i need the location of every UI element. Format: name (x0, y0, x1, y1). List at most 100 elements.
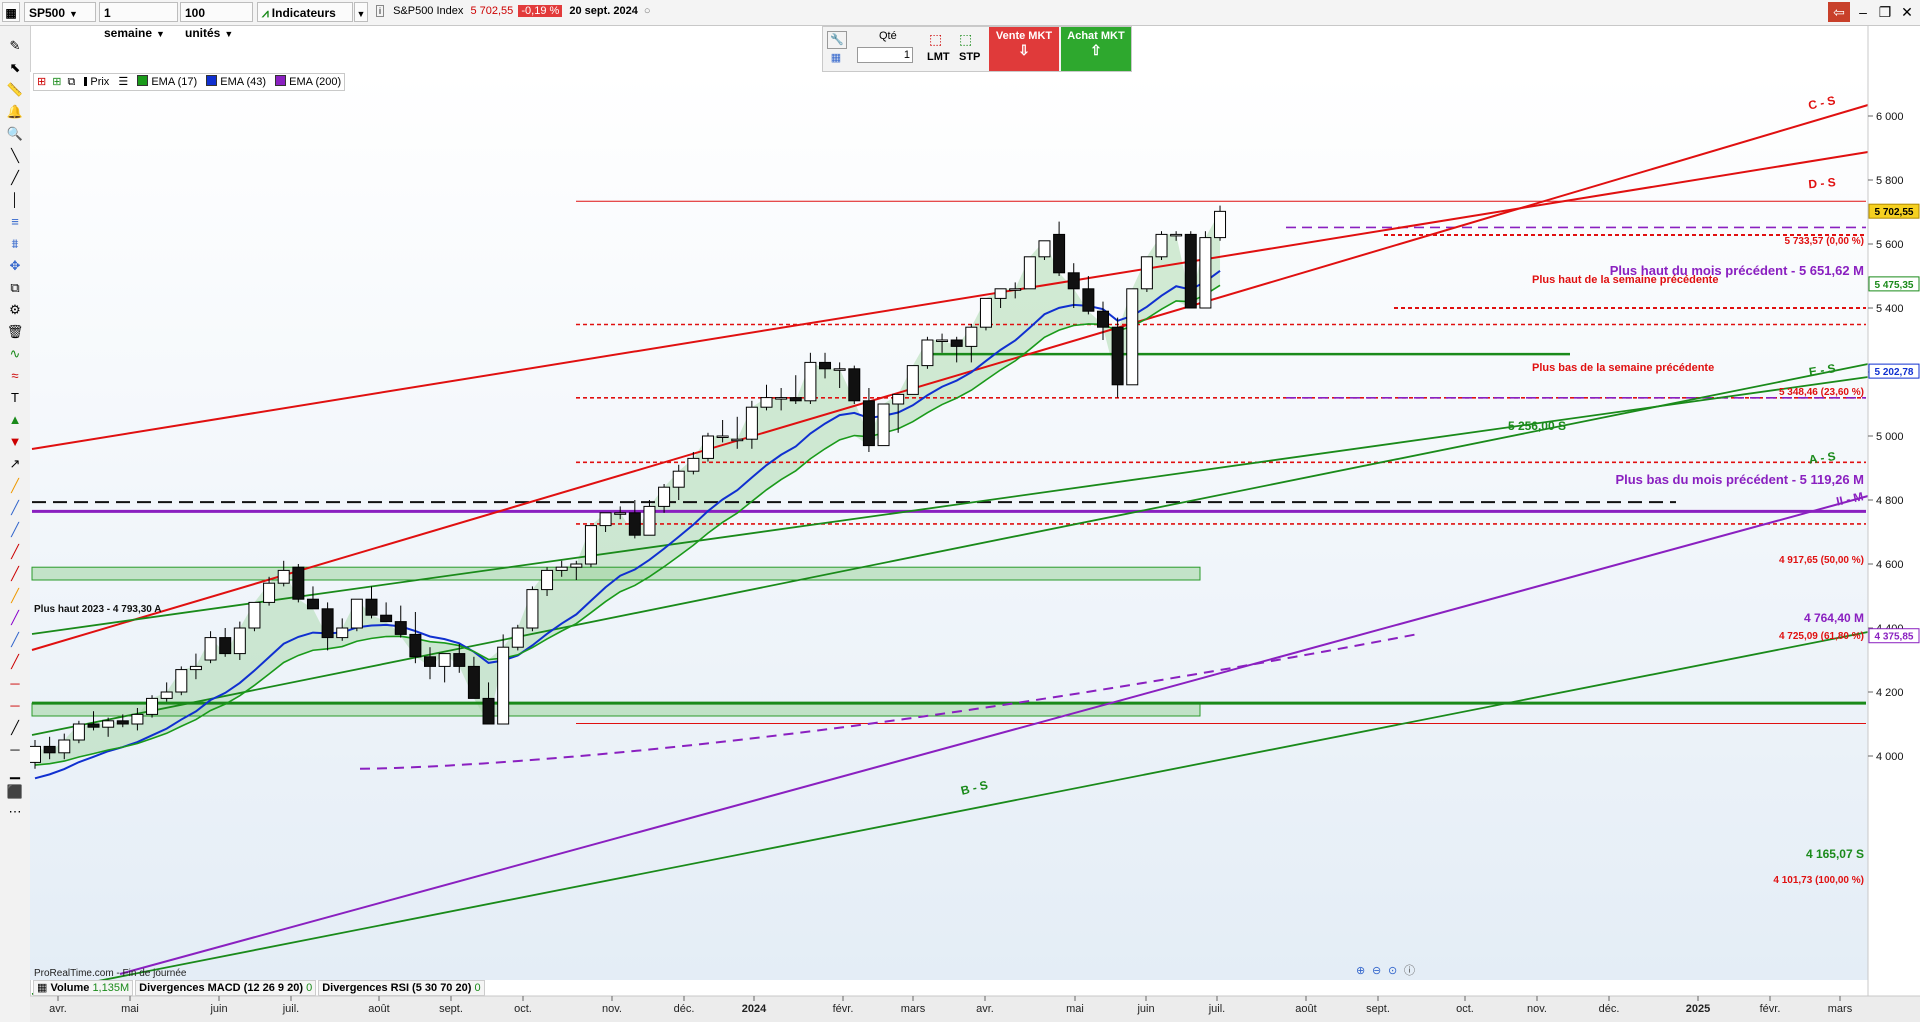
units-value: 100 unités (185, 6, 221, 40)
candle (965, 324, 978, 363)
candle-body (146, 697, 159, 715)
label-a-s: A - S (1808, 449, 1837, 467)
candle-body (497, 646, 510, 725)
candle (628, 500, 641, 539)
order-panel: 🔧 ▦ Qté ⬚ LMT ⬚ STP Vente MKT ⇩ Achat MK… (822, 26, 1132, 72)
fibonacci-icon[interactable]: ≡ (11, 214, 19, 229)
fib-fan-icon[interactable]: ⩩ (11, 236, 19, 251)
zoom-in-icon[interactable]: ⊕ (1356, 965, 1365, 977)
zoom-reset-icon[interactable]: ⊙ (1388, 965, 1397, 977)
indicators-dropdown[interactable]: ▼ (354, 2, 368, 22)
color-line-blue3-icon[interactable]: ╱ (11, 632, 19, 647)
horizontal-line-red-icon[interactable]: ─ (10, 676, 20, 691)
stp-button[interactable]: STP (959, 51, 981, 63)
tag-ema17-text: 5 475,35 (1875, 280, 1914, 291)
arrow-tool-icon[interactable]: ↗ (9, 456, 21, 471)
candle (760, 384, 773, 411)
trash-icon[interactable]: 🗑 (6, 324, 24, 339)
candle-body (716, 435, 729, 438)
indicators-button[interactable]: ⩘ Indicateurs (257, 2, 353, 22)
y-tick-label: 5 400 (1876, 303, 1904, 315)
legend-ema43[interactable]: EMA (43) (203, 74, 269, 90)
minimize-icon[interactable]: – (1859, 4, 1867, 20)
more-icon[interactable]: ⋯ (8, 804, 22, 819)
volume-indicator[interactable]: ▦ Volume 1,135M (33, 980, 134, 996)
macd-indicator[interactable]: Divergences MACD (12 26 9 20) 0 (135, 980, 317, 996)
macd-label: Divergences MACD (12 26 9 20) (139, 982, 303, 994)
candle-body (1126, 288, 1139, 386)
limit-order-icon[interactable]: ⬚ (929, 31, 943, 47)
color-line-orange2-icon[interactable]: ╱ (11, 588, 19, 603)
vertical-line-icon[interactable]: │ (10, 192, 20, 207)
settings-icon[interactable]: ⚙ (9, 302, 21, 317)
color-line-blue2-icon[interactable]: ╱ (11, 522, 19, 537)
chevron-down-icon: ▼ (224, 29, 234, 39)
lmt-button[interactable]: LMT (927, 51, 950, 63)
price-chart[interactable]: C - S D - S 5 733,57 (0,00 %) Plus haut du … (30, 26, 1920, 1022)
stop-order-icon[interactable]: ⬚ (959, 31, 973, 47)
color-line-red3-icon[interactable]: ╱ (11, 654, 19, 669)
y-tick-label: 4 000 (1876, 751, 1904, 763)
wave-tool-icon[interactable]: ≈ (11, 368, 19, 383)
trendline-icon[interactable]: ╱ (11, 170, 19, 185)
x-axis-panel (30, 996, 1920, 1022)
arrow-down-icon[interactable]: ▼ (8, 434, 22, 449)
candle-body (789, 397, 802, 402)
cursor-icon[interactable]: ⬉ (9, 60, 21, 75)
label-c-s: C - S (1807, 93, 1837, 112)
color-line-red2-icon[interactable]: ╱ (11, 566, 19, 581)
horizontal-line-red2-icon[interactable]: ─ (10, 698, 20, 713)
restore-icon[interactable]: ❐ (1878, 4, 1892, 20)
qty-input[interactable] (857, 47, 913, 63)
buy-market-button[interactable]: Achat MKT ⇧ (1061, 27, 1131, 71)
grid-icon[interactable]: ▦ (2, 2, 20, 22)
underline-icon[interactable]: ▁ (10, 764, 20, 779)
sell-market-button[interactable]: Vente MKT ⇩ (989, 27, 1059, 71)
screenshot-icon[interactable]: ⬛ (6, 784, 24, 799)
add-plus-green-icon[interactable]: ⊞ (52, 76, 62, 88)
label-fib-0: 5 733,57 (0,00 %) (1785, 236, 1865, 247)
color-line-blue-icon[interactable]: ╱ (11, 500, 19, 515)
candle (497, 634, 510, 725)
units-select[interactable]: 100 unités ▼ (180, 2, 253, 40)
legend-price[interactable]: Prix (81, 74, 112, 90)
rsi-indicator[interactable]: Divergences RSI (5 30 70 20) 0 (318, 980, 485, 996)
trendline-ii-m (119, 495, 1869, 975)
legend-ema17[interactable]: EMA (17) (134, 74, 200, 90)
color-line-red-icon[interactable]: ╱ (11, 544, 19, 559)
pencil-icon[interactable]: ✎ (9, 38, 21, 53)
zoom-out-icon[interactable]: ⊖ (1372, 965, 1381, 977)
wrench-icon[interactable]: 🔧 (827, 31, 847, 49)
candle (438, 653, 451, 683)
candle-body (189, 665, 202, 671)
horizontal-line-icon[interactable]: ─ (10, 742, 20, 757)
candle (1184, 231, 1197, 309)
add-plus-icon[interactable]: ⊞ (37, 76, 47, 88)
legend-ema200[interactable]: EMA (200) (272, 74, 344, 90)
close-icon[interactable]: ✕ (1901, 4, 1913, 20)
copy-icon[interactable]: ⧉ (10, 280, 20, 295)
color-line-orange-icon[interactable]: ╱ (11, 478, 19, 493)
candle-body (1038, 240, 1051, 258)
move-icon[interactable]: ✥ (9, 258, 21, 273)
arrow-up-icon[interactable]: ▲ (8, 412, 22, 427)
chart-info-icon[interactable]: ⓘ (1404, 964, 1415, 977)
period-select[interactable]: 1 semaine ▼ (99, 2, 178, 40)
list-icon[interactable]: ☰ (118, 76, 129, 88)
candle (541, 567, 554, 596)
text-tool-icon[interactable]: T (11, 390, 19, 405)
indicator-tool-icon[interactable]: ∿ (9, 346, 21, 361)
ruler-icon[interactable]: 📏 (6, 82, 24, 97)
line-tool-icon[interactable]: ╲ (11, 148, 19, 163)
candle-body (394, 621, 407, 635)
x-tick-label: mai (121, 1003, 139, 1015)
segment-icon[interactable]: ╱ (11, 720, 19, 735)
info-icon[interactable]: i (376, 5, 384, 17)
alert-bell-icon[interactable]: 🔔 (6, 104, 24, 119)
zoom-icon[interactable]: 🔍 (6, 126, 24, 141)
symbol-select[interactable]: SP500 ▼ (24, 2, 96, 22)
keypad-icon[interactable]: ▦ (830, 52, 842, 64)
link-icon[interactable]: ⧉ (67, 76, 76, 88)
tag-last-price-text: 5 702,55 (1875, 207, 1914, 218)
color-line-purple-icon[interactable]: ╱ (11, 610, 19, 625)
